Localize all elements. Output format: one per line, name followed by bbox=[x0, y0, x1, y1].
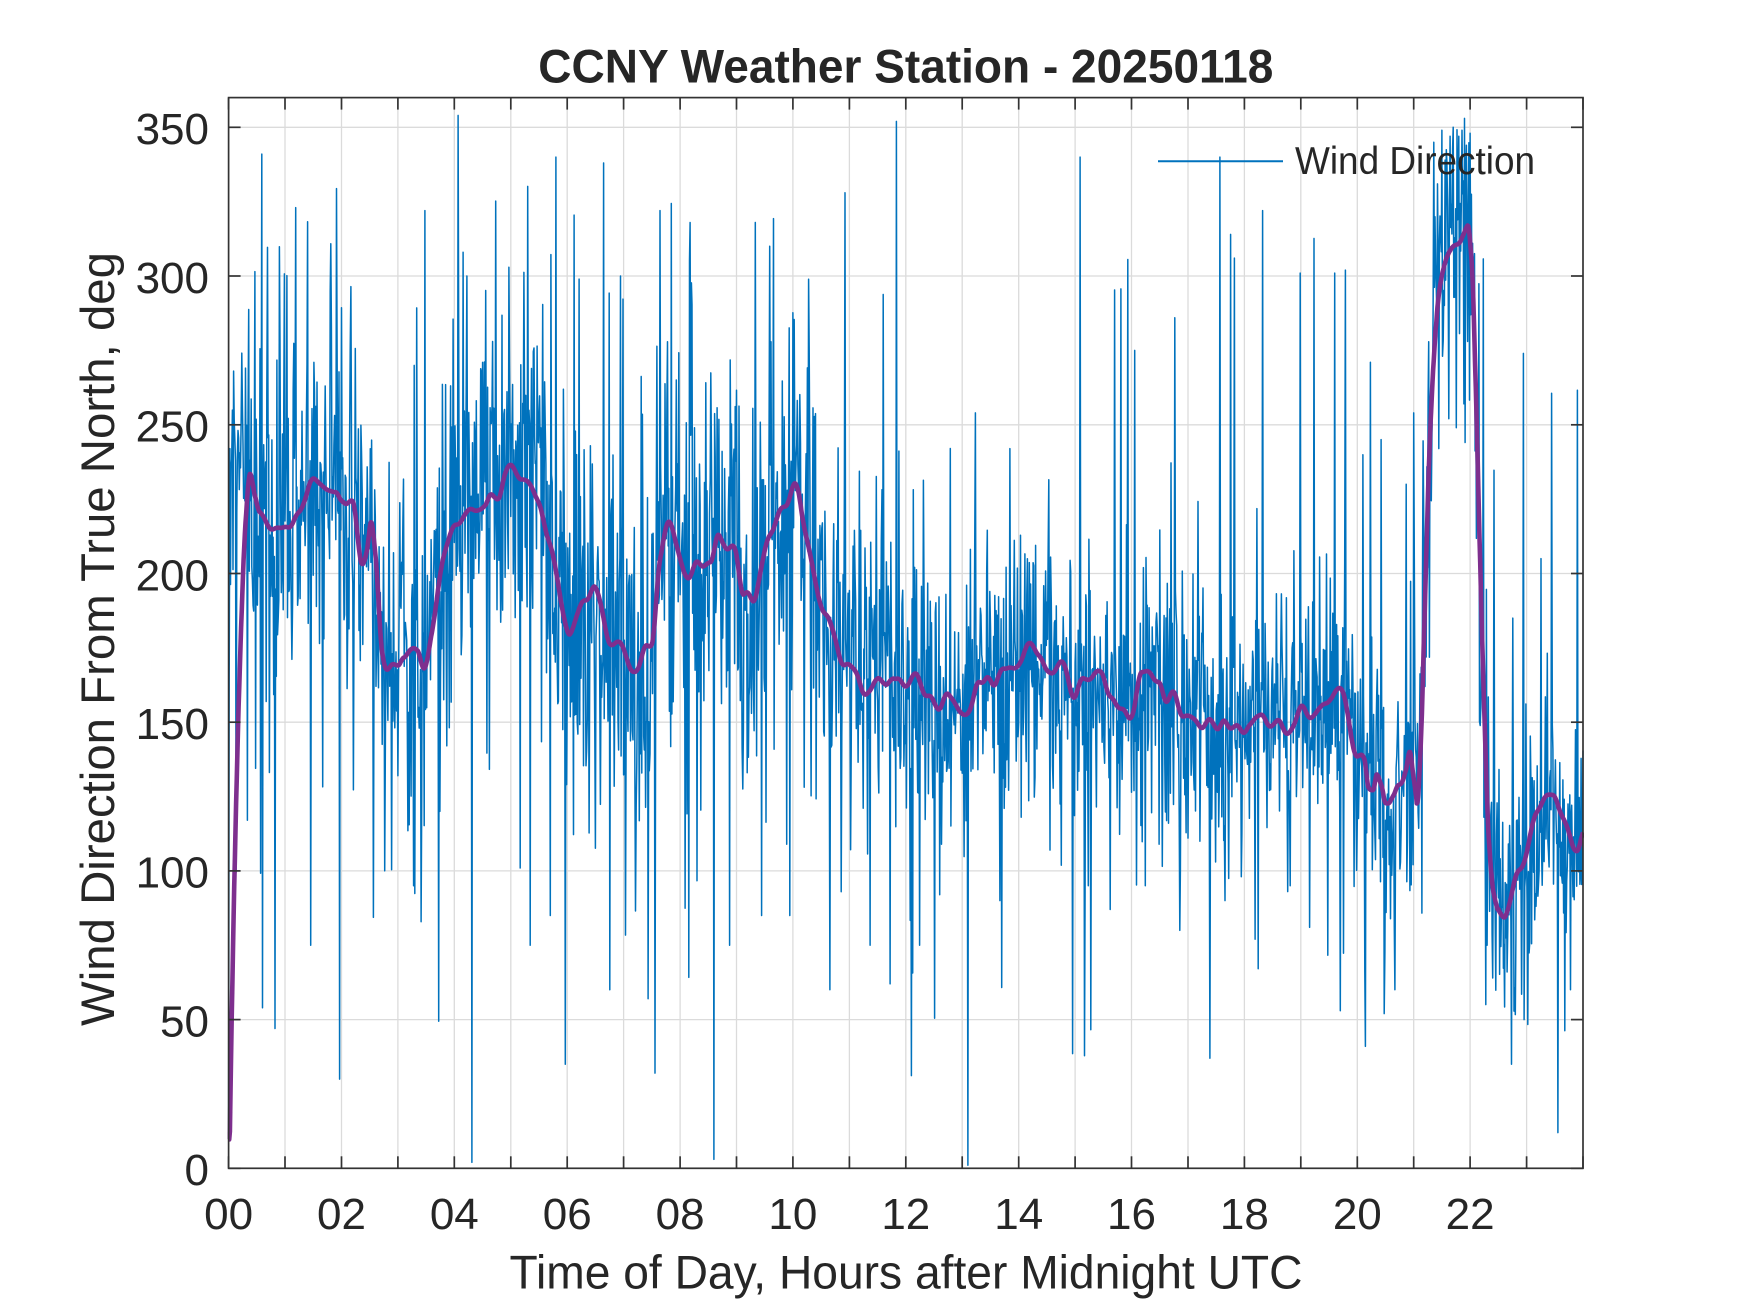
svg-text:12: 12 bbox=[881, 1190, 930, 1239]
svg-text:50: 50 bbox=[160, 997, 209, 1046]
svg-text:18: 18 bbox=[1220, 1190, 1269, 1239]
svg-text:250: 250 bbox=[136, 403, 209, 452]
svg-text:22: 22 bbox=[1446, 1190, 1495, 1239]
svg-text:06: 06 bbox=[543, 1190, 592, 1239]
svg-text:14: 14 bbox=[994, 1190, 1043, 1239]
svg-text:CCNY Weather Station - 2025011: CCNY Weather Station - 20250118 bbox=[538, 40, 1273, 93]
svg-text:100: 100 bbox=[136, 849, 209, 898]
svg-text:300: 300 bbox=[136, 254, 209, 303]
svg-text:08: 08 bbox=[656, 1190, 705, 1239]
svg-text:Wind Direction: Wind Direction bbox=[1295, 140, 1535, 183]
svg-text:04: 04 bbox=[430, 1190, 479, 1239]
svg-text:350: 350 bbox=[136, 105, 209, 154]
svg-text:02: 02 bbox=[317, 1190, 366, 1239]
svg-text:0: 0 bbox=[185, 1146, 209, 1195]
svg-text:00: 00 bbox=[204, 1190, 253, 1239]
svg-text:Time of Day, Hours after Midni: Time of Day, Hours after Midnight UTC bbox=[510, 1246, 1303, 1299]
svg-text:150: 150 bbox=[136, 700, 209, 749]
svg-text:Wind Direction From True North: Wind Direction From True North, deg bbox=[71, 252, 124, 1026]
svg-text:10: 10 bbox=[768, 1190, 817, 1239]
svg-text:200: 200 bbox=[136, 551, 209, 600]
svg-text:20: 20 bbox=[1333, 1190, 1382, 1239]
svg-text:16: 16 bbox=[1107, 1190, 1156, 1239]
